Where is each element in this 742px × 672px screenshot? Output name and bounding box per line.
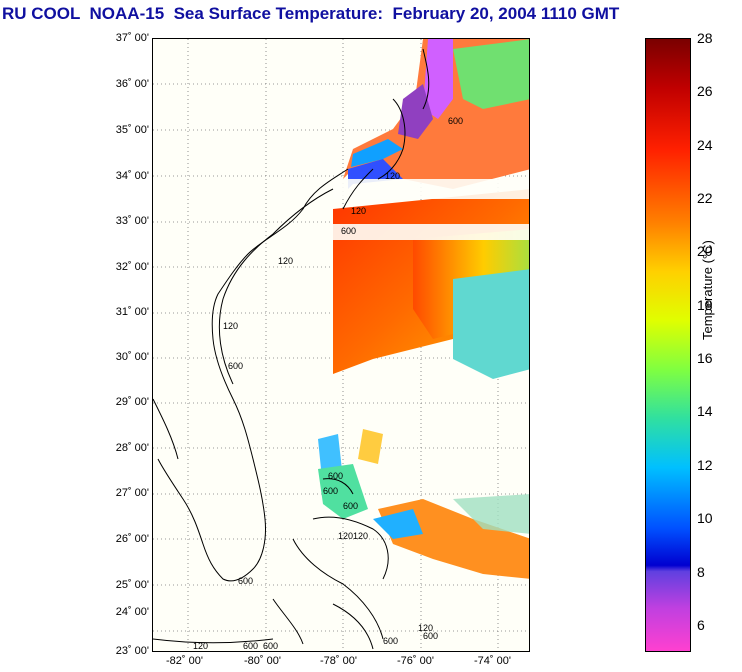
svg-text:120: 120: [385, 171, 400, 181]
colorbar-gradient: [646, 39, 690, 651]
longitude-label: -74˚ 00': [474, 655, 511, 667]
colorbar-tick: 6: [697, 617, 705, 633]
svg-text:600: 600: [448, 116, 463, 126]
latitude-label: 34˚ 00': [115, 170, 149, 182]
colorbar-tick: 14: [697, 403, 713, 419]
sst-swath-north: [343, 39, 529, 189]
longitude-label: -80˚ 00': [244, 655, 281, 667]
svg-text:600: 600: [343, 501, 358, 511]
latitude-label: 33˚ 00': [115, 215, 149, 227]
latitude-label: 30˚ 00': [115, 351, 149, 363]
latitude-label: 27˚ 00': [115, 487, 149, 499]
colorbar-tick: 20: [697, 243, 713, 259]
latitude-label: 35˚ 00': [115, 124, 149, 136]
svg-text:120: 120: [351, 206, 366, 216]
map-title: RU COOL NOAA-15 Sea Surface Temperature:…: [2, 4, 620, 23]
map-canvas: 120 600 120 600 120 600 120 600 600 120 …: [153, 39, 529, 651]
svg-text:600: 600: [228, 361, 243, 371]
colorbar-tick: 16: [697, 350, 713, 366]
latitude-label: 37˚ 00': [115, 32, 149, 44]
longitude-label: -78˚ 00': [320, 655, 357, 667]
svg-text:120: 120: [418, 623, 433, 633]
svg-text:600: 600: [238, 576, 253, 586]
longitude-label: -82˚ 00': [166, 655, 203, 667]
svg-text:120: 120: [278, 256, 293, 266]
colorbar-tick: 26: [697, 83, 713, 99]
sst-swath-south: [318, 429, 529, 579]
longitude-label: -76˚ 00': [397, 655, 434, 667]
temperature-colorbar: [645, 38, 691, 652]
svg-text:120: 120: [353, 531, 368, 541]
colorbar-tick: 18: [697, 297, 713, 313]
sst-swath-main: [333, 179, 529, 379]
svg-text:120: 120: [338, 531, 353, 541]
latitude-label: 23˚ 00': [115, 645, 149, 657]
colorbar-tick: 22: [697, 190, 713, 206]
latitude-label: 29˚ 00': [115, 396, 149, 408]
latitude-label: 25˚ 00': [115, 579, 149, 591]
latitude-label: 32˚ 00': [115, 261, 149, 273]
colorbar-tick: 12: [697, 457, 713, 473]
svg-text:600: 600: [263, 641, 278, 651]
svg-text:600: 600: [328, 471, 343, 481]
latitude-label: 26˚ 00': [115, 533, 149, 545]
svg-text:120: 120: [223, 321, 238, 331]
sea-surface-temperature-map: 120 600 120 600 120 600 120 600 600 120 …: [152, 38, 530, 652]
colorbar-label: Temperature (°C): [700, 240, 715, 340]
svg-text:600: 600: [383, 636, 398, 646]
svg-text:600: 600: [323, 486, 338, 496]
contour-labels: 120 600 120 600 120 600 120 600 600 120 …: [193, 116, 463, 651]
latitude-label: 31˚ 00': [115, 306, 149, 318]
svg-text:600: 600: [341, 226, 356, 236]
colorbar-tick: 28: [697, 30, 713, 46]
svg-text:600: 600: [243, 641, 258, 651]
colorbar-tick: 10: [697, 510, 713, 526]
latitude-label: 36˚ 00': [115, 78, 149, 90]
colorbar-tick: 8: [697, 564, 705, 580]
colorbar-tick: 24: [697, 137, 713, 153]
latitude-label: 24˚ 00': [115, 606, 149, 618]
coastline: [153, 48, 430, 650]
latitude-label: 28˚ 00': [115, 442, 149, 454]
svg-text:120: 120: [193, 641, 208, 651]
svg-text:600: 600: [423, 631, 438, 641]
